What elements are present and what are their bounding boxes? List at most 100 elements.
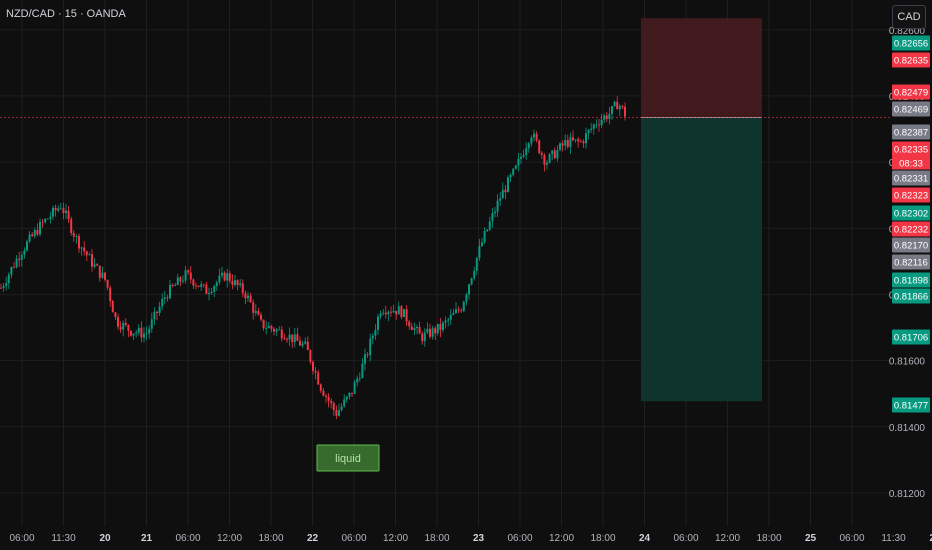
candle-body xyxy=(39,221,41,235)
candle-body xyxy=(585,133,587,144)
candle-body xyxy=(187,270,190,273)
candle-body xyxy=(457,309,460,311)
candle-body xyxy=(5,283,8,287)
price-label-text: 0.82302 xyxy=(894,209,928,220)
candle-body xyxy=(600,119,603,126)
long-short-position-tool[interactable] xyxy=(641,18,762,402)
price-label-badge xyxy=(892,187,930,203)
candle-body xyxy=(137,327,140,333)
candle-body xyxy=(551,150,554,155)
candle-body xyxy=(80,247,83,249)
price-label-badge xyxy=(892,272,930,288)
price-label-text: 0.82170 xyxy=(894,241,928,252)
candle-body xyxy=(423,332,426,342)
candle-body xyxy=(442,322,444,330)
candle-body xyxy=(345,396,348,400)
price-label-badge xyxy=(892,221,930,237)
candle-body xyxy=(371,335,374,339)
candle-body xyxy=(114,312,117,318)
candle-body xyxy=(319,384,322,391)
candle-body xyxy=(156,311,158,313)
candle-body xyxy=(429,328,431,337)
candle-body xyxy=(247,295,249,299)
y-tick-label: 0.82600 xyxy=(889,26,926,37)
candle-body xyxy=(161,299,164,307)
candle-body xyxy=(335,410,338,416)
candle-body xyxy=(559,143,561,150)
candle-body xyxy=(96,264,99,266)
candle-body xyxy=(174,284,177,286)
price-label-text: 0.81706 xyxy=(894,333,928,344)
candle-body xyxy=(488,221,491,230)
candle-body xyxy=(533,133,535,138)
candle-body xyxy=(572,137,574,141)
candle-body xyxy=(312,361,314,372)
candle-body xyxy=(590,128,593,130)
candle-body xyxy=(314,371,317,373)
x-tick-label: 27 xyxy=(929,533,932,544)
candle-body xyxy=(46,218,49,220)
candle-body xyxy=(553,150,556,159)
currency-button[interactable]: CAD xyxy=(892,5,926,29)
liquid-annotation[interactable]: liquid xyxy=(316,444,380,472)
candle-body xyxy=(392,310,395,313)
candle-body xyxy=(439,323,442,330)
candle-body xyxy=(309,350,312,362)
candle-body xyxy=(465,294,468,302)
candle-body xyxy=(135,332,138,334)
x-tick-label: 11:30 xyxy=(51,533,76,544)
candle-body xyxy=(78,236,80,249)
candle-body xyxy=(405,309,408,322)
candle-body xyxy=(145,333,148,335)
candle-body xyxy=(520,156,522,159)
candle-body xyxy=(18,258,21,260)
candle-body xyxy=(343,399,346,407)
candle-body xyxy=(613,101,616,107)
risk-zone[interactable] xyxy=(641,18,762,118)
candle-body xyxy=(462,301,465,312)
candle-body xyxy=(507,177,509,193)
candle-body xyxy=(301,343,304,346)
candle-body xyxy=(390,311,392,313)
candle-body xyxy=(213,286,216,292)
candle-body xyxy=(504,189,507,193)
price-label-text: 0.82469 xyxy=(894,105,928,116)
candle-body xyxy=(621,105,624,107)
price-label-text: 0.82387 xyxy=(894,128,928,139)
candle-body xyxy=(374,330,377,336)
candle-body xyxy=(260,314,262,320)
candle-body xyxy=(265,328,268,329)
candle-body xyxy=(369,338,372,356)
liquid-annotation-box xyxy=(316,444,380,472)
candle-body xyxy=(158,306,161,313)
candle-body xyxy=(481,242,483,246)
candle-body xyxy=(408,321,411,327)
candle-body xyxy=(327,396,330,401)
x-tick-label: 20 xyxy=(99,533,111,544)
candle-body xyxy=(543,154,546,165)
candle-body xyxy=(176,277,179,285)
candle-body xyxy=(304,341,307,344)
candle-body xyxy=(540,152,543,155)
candle-body xyxy=(184,270,187,281)
candle-body xyxy=(210,291,213,293)
x-tick-label: 12:00 xyxy=(549,533,574,544)
x-tick-label: 18:00 xyxy=(258,533,283,544)
price-label-badge xyxy=(892,35,930,51)
candle-body xyxy=(379,313,382,317)
candle-body xyxy=(603,115,606,120)
time-axis[interactable]: 06:00 11:30 20 21 06:00 12:00 18:00 22 06:00 12:0… xyxy=(9,533,932,544)
x-tick-label: 18:00 xyxy=(590,533,615,544)
candle-body xyxy=(421,333,424,342)
candle-body xyxy=(83,247,86,252)
candle-body xyxy=(31,234,34,237)
price-label-text: 0.81898 xyxy=(894,276,928,287)
reward-zone[interactable] xyxy=(641,117,762,402)
candle-body xyxy=(7,274,10,284)
candle-body xyxy=(291,334,294,343)
candle-body xyxy=(496,200,499,212)
candle-body xyxy=(569,137,572,147)
price-label-badge xyxy=(892,288,930,304)
price-label-text: 0.82335 xyxy=(894,145,928,156)
